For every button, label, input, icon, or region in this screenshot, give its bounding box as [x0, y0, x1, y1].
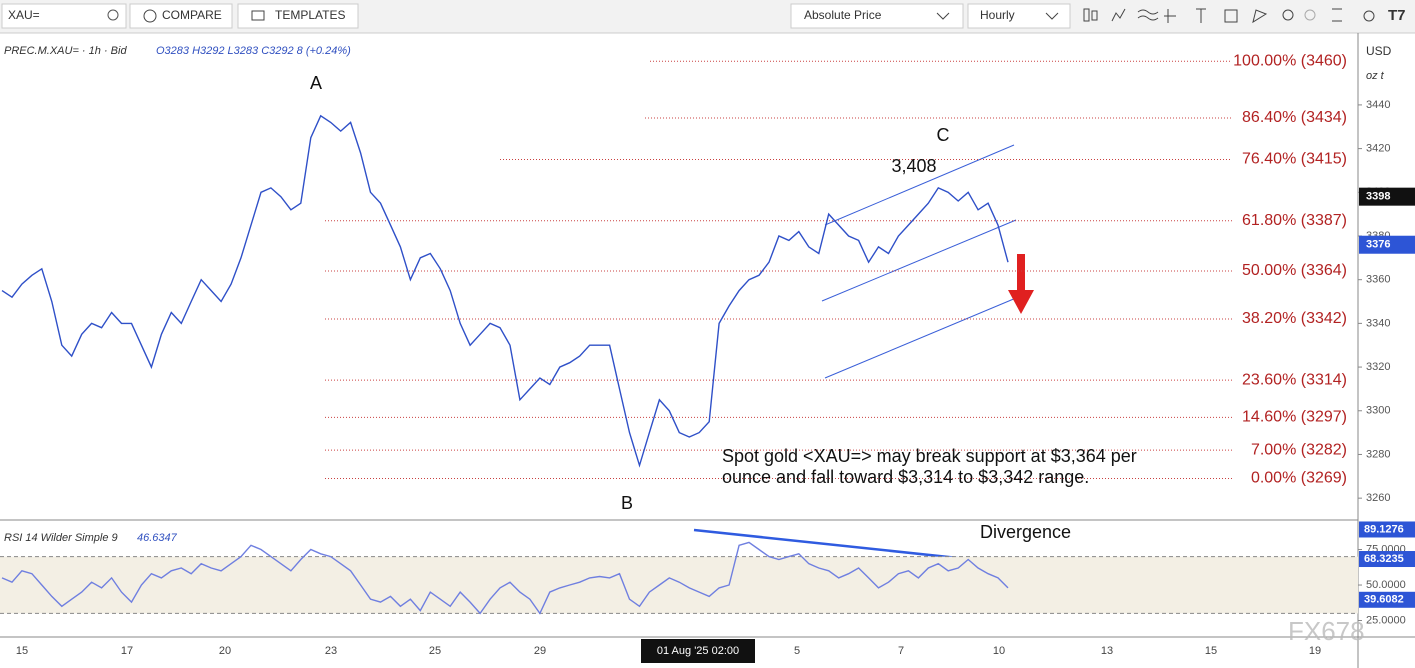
price-tag: [1359, 187, 1415, 206]
y-tick-label: 3440: [1366, 99, 1390, 111]
rsi-tag-label: 68.3235: [1364, 553, 1404, 565]
fib-label: 86.40% (3434): [1242, 109, 1347, 126]
x-tick-label: 19: [1309, 645, 1321, 657]
rsi-tick-label: 25.0000: [1366, 614, 1406, 626]
fib-label: 23.60% (3314): [1242, 371, 1347, 388]
fib-label: 38.20% (3342): [1242, 310, 1347, 327]
y-tick-label: 3280: [1366, 448, 1390, 460]
rsi-tag: [1359, 521, 1415, 538]
note-text: Spot gold <XAU=> may break support at $3…: [722, 446, 1137, 466]
ohlc-legend: O3283 H3292 L3283 C3292 8 (+0.24%): [156, 45, 351, 57]
chart-title: PREC.M.XAU= · 1h · Bid: [4, 45, 127, 57]
wave-label: C: [937, 125, 950, 145]
dropdown-caret: [1045, 12, 1059, 20]
divergence-line: [693, 528, 959, 560]
y-tick-label: 3300: [1366, 405, 1390, 417]
interval-label[interactable]: Hourly: [980, 8, 1015, 22]
price-line: [1, 541, 1009, 615]
dropdown-caret: [936, 12, 950, 20]
search-icon: [107, 9, 119, 21]
price-tag-label: 3376: [1366, 239, 1390, 251]
fib-label: 14.60% (3297): [1242, 409, 1347, 426]
search-box[interactable]: [1, 3, 127, 29]
fib-label: 0.00% (3269): [1251, 470, 1347, 487]
rsi-value: 46.6347: [137, 532, 178, 544]
wave-label: A: [310, 73, 322, 93]
x-tick-label: 13: [1101, 645, 1113, 657]
divergence-label: Divergence: [980, 522, 1071, 542]
wave-label: B: [621, 493, 633, 513]
compare-label[interactable]: COMPARE: [162, 8, 222, 22]
fib-label: 61.80% (3387): [1242, 212, 1347, 229]
price-line: [1, 114, 1009, 468]
x-tick-label: 17: [121, 645, 133, 657]
x-tick-label: 29: [534, 645, 546, 657]
x-tick-label: 25: [429, 645, 441, 657]
y-tick-label: 3340: [1366, 317, 1390, 329]
templates-button[interactable]: [237, 3, 359, 29]
rsi-tag-label: 39.6082: [1364, 594, 1404, 606]
rsi-tag-label: 89.1276: [1364, 523, 1404, 535]
x-tick-label: 20: [219, 645, 231, 657]
down-arrow: [1008, 254, 1034, 314]
compare-icon: [143, 9, 157, 23]
price-mode-label[interactable]: Absolute Price: [804, 8, 882, 22]
fib-label: 7.00% (3282): [1251, 441, 1347, 458]
x-tick-label: 15: [1205, 645, 1217, 657]
x-tick-label: 10: [993, 645, 1005, 657]
fib-label: 50.00% (3364): [1242, 262, 1347, 279]
compare-button[interactable]: [129, 3, 233, 29]
fib-label: 76.40% (3415): [1242, 151, 1347, 168]
price-tag-label: 3398: [1366, 191, 1390, 203]
price-tag: [1359, 235, 1415, 254]
fib-label: 100.00% (3460): [1233, 52, 1347, 69]
currency-unit[interactable]: USD: [1366, 44, 1392, 58]
rsi-band: [0, 556, 1358, 614]
y-tick-label: 3360: [1366, 274, 1390, 286]
rsi-tag: [1359, 551, 1415, 568]
search-text[interactable]: XAU=: [8, 8, 40, 22]
y-tick-label: 3320: [1366, 361, 1390, 373]
trend-lines: [821, 144, 1017, 379]
rsi-tag: [1359, 591, 1415, 608]
y-tick-label: 3420: [1366, 143, 1390, 155]
date-cursor-box: [641, 639, 755, 663]
x-tick-label: 15: [16, 645, 28, 657]
y-tick-label: 3260: [1366, 492, 1390, 504]
templates-label[interactable]: TEMPLATES: [275, 8, 345, 22]
x-tick-label: 7: [898, 645, 904, 657]
templates-icon: [251, 10, 265, 21]
watermark: FX678: [1288, 616, 1365, 646]
weight-unit[interactable]: oz t: [1366, 70, 1385, 82]
rsi-title: RSI 14 Wilder Simple 9: [4, 532, 118, 544]
price-mode-dropdown[interactable]: [790, 3, 964, 29]
toolbar: [0, 0, 1415, 33]
tool-icons[interactable]: [1083, 8, 1375, 24]
logo: T7: [1388, 7, 1406, 24]
x-tick-label: 23: [325, 645, 337, 657]
x-tick-label: 5: [794, 645, 800, 657]
interval-dropdown[interactable]: [967, 3, 1071, 29]
note-text: ounce and fall toward $3,314 to $3,342 r…: [722, 467, 1089, 487]
x-tick-label: 01 Aug '25 02:00: [657, 645, 739, 657]
rsi-tick-label: 50.0000: [1366, 579, 1406, 591]
wave-label: 3,408: [891, 156, 936, 176]
